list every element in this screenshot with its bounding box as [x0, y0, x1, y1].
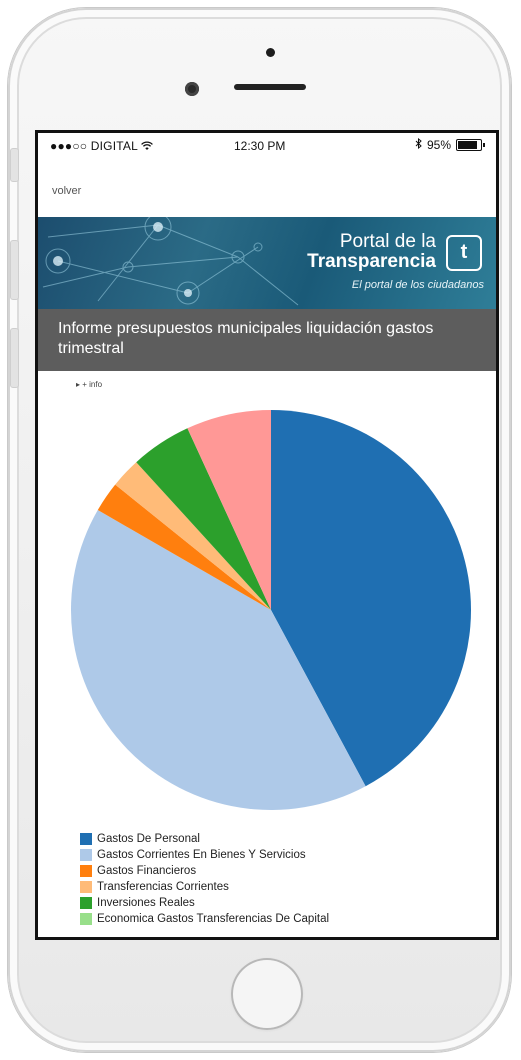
legend-swatch [80, 881, 92, 893]
pie-slice-3[interactable] [97, 484, 271, 610]
chart-legend: Gastos De Personal Gastos Corrientes En B… [80, 831, 329, 927]
phone-screen: ●●●○○ DIGITAL 12:30 PM 95% volver [38, 133, 496, 937]
volume-up-button [10, 240, 19, 300]
volume-down-button [10, 328, 19, 388]
proximity-sensor [266, 48, 275, 57]
banner-title-line1: Portal de la [339, 231, 436, 252]
bluetooth-icon [415, 137, 422, 152]
status-right: 95% [415, 137, 485, 152]
legend-item[interactable]: Gastos Financieros [80, 863, 329, 879]
legend-item[interactable]: Gastos De Personal [80, 831, 329, 847]
legend-label: Economica Gastos Transferencias De Capit… [97, 913, 330, 925]
legend-swatch [80, 897, 92, 909]
legend-swatch [80, 913, 92, 925]
legend-label: Gastos De Personal [97, 833, 200, 845]
pie-slice-1[interactable] [271, 410, 471, 787]
portal-banner: Portal de la Transparencia t El portal d… [38, 217, 496, 309]
carrier-label: ●●●○○ DIGITAL [50, 139, 153, 153]
legend-label: Gastos Financieros [97, 865, 197, 877]
banner-title-line2: Transparencia [307, 251, 436, 272]
earpiece-speaker [234, 84, 306, 90]
back-link[interactable]: volver [52, 185, 82, 197]
pie-slice-5[interactable] [136, 428, 271, 610]
banner-tagline: El portal de los ciudadanos [351, 279, 484, 291]
battery-icon [456, 139, 485, 151]
more-info-toggle[interactable]: ▸ + info [76, 380, 103, 389]
mute-switch [10, 148, 19, 182]
legend-swatch [80, 865, 92, 877]
wifi-icon [141, 139, 153, 153]
legend-swatch [80, 833, 92, 845]
legend-item[interactable]: Transferencias Corrientes [80, 879, 329, 895]
pie-slice-7[interactable] [187, 410, 271, 610]
network-graphic [42, 217, 299, 306]
pie-slice-4[interactable] [115, 462, 271, 610]
legend-item[interactable]: Gastos Corrientes En Bienes Y Servicios [80, 847, 329, 863]
battery-level [458, 141, 477, 149]
status-bar: ●●●○○ DIGITAL 12:30 PM 95% [38, 133, 496, 157]
legend-label: Transferencias Corrientes [97, 881, 229, 893]
pie-chart [71, 410, 471, 810]
clock: 12:30 PM [234, 139, 286, 153]
legend-label: Gastos Corrientes En Bienes Y Servicios [97, 849, 306, 861]
battery-percent: 95% [426, 138, 451, 152]
pie-slice-2[interactable] [71, 510, 366, 810]
transparency-logo: t [446, 235, 482, 271]
legend-item[interactable]: Economica Gastos Transferencias De Capit… [80, 911, 329, 927]
report-title: Informe presupuestos municipales liquida… [38, 309, 496, 371]
home-button[interactable] [231, 958, 303, 1030]
legend-item[interactable]: Inversiones Reales [80, 895, 329, 911]
front-camera [185, 82, 199, 96]
legend-swatch [80, 849, 92, 861]
legend-label: Inversiones Reales [97, 897, 195, 909]
